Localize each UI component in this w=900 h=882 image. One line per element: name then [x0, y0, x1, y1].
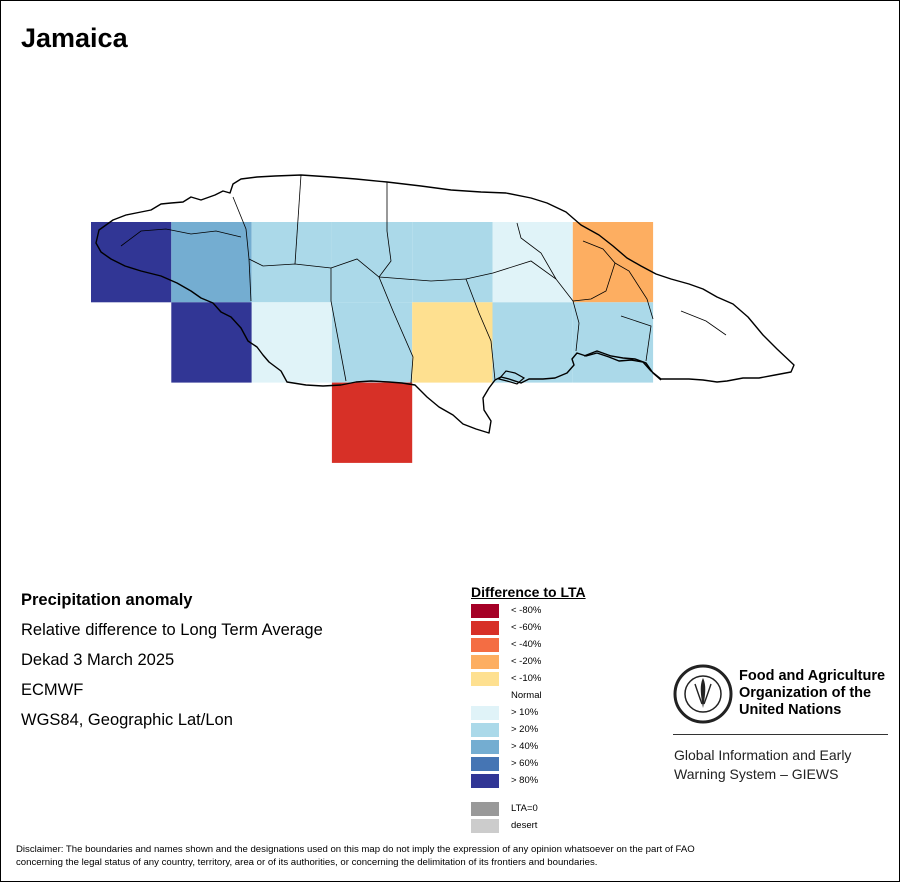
legend-swatch — [471, 621, 499, 635]
kingston-harbour — [497, 370, 526, 385]
legend-label: < -80% — [511, 605, 542, 616]
legend-label: LTA=0 — [511, 803, 538, 814]
legend-label: < -40% — [511, 639, 542, 650]
giews-name: Global Information and Early Warning Sys… — [674, 746, 894, 784]
legend-label: < -10% — [511, 673, 542, 684]
logo-divider — [673, 734, 888, 735]
fao-org-line2: Organization of the — [739, 685, 872, 701]
grid-cell — [171, 222, 252, 303]
disclaimer-line1: Disclaimer: The boundaries and names sho… — [16, 844, 695, 855]
legend-swatch — [471, 740, 499, 754]
legend-swatch — [471, 604, 499, 618]
grid-cell — [331, 222, 413, 303]
info-dekad: Dekad 3 March 2025 — [21, 651, 175, 669]
fao-org-line3: United Nations — [739, 702, 842, 718]
grid-cell — [412, 302, 493, 383]
legend-swatch — [471, 802, 499, 816]
legend-swatch — [471, 774, 499, 788]
legend-label: > 20% — [511, 724, 539, 735]
info-subtitle: Relative difference to Long Term Average — [21, 621, 323, 639]
legend-item: LTA=0 — [471, 802, 631, 816]
legend-item: > 40% — [471, 740, 631, 754]
legend-swatch — [471, 638, 499, 652]
legend-item: > 60% — [471, 757, 631, 771]
grid-cell — [171, 302, 252, 383]
fao-org-name: Food and Agriculture Organization of the… — [739, 668, 899, 719]
info-model: ECMWF — [21, 681, 84, 699]
grid-cell — [572, 302, 654, 383]
legend-swatch — [471, 672, 499, 686]
disclaimer: Disclaimer: The boundaries and names sho… — [16, 843, 886, 869]
info-projection: WGS84, Geographic Lat/Lon — [21, 711, 233, 729]
legend-item: Normal — [471, 689, 631, 703]
legend-item: > 20% — [471, 723, 631, 737]
grid-cell — [251, 222, 332, 303]
legend-swatch — [471, 757, 499, 771]
grid-cell — [492, 302, 573, 383]
legend-item: < -80% — [471, 604, 631, 618]
map-title: Jamaica — [21, 23, 128, 53]
disclaimer-line2: concerning the legal status of any count… — [16, 857, 598, 868]
blue-mountains-bay — [583, 350, 662, 381]
fao-emblem-icon — [673, 664, 733, 724]
parish-boundaries — [120, 174, 727, 384]
legend-label: > 40% — [511, 741, 539, 752]
legend-swatch — [471, 706, 499, 720]
giews-line1: Global Information and Early — [674, 747, 852, 763]
legend-item: < -40% — [471, 638, 631, 652]
info-title: Precipitation anomaly — [21, 591, 193, 609]
grid-cell — [331, 302, 413, 383]
legend-item: < -60% — [471, 621, 631, 635]
fao-org-line1: Food and Agriculture — [739, 668, 886, 684]
legend-item: > 80% — [471, 774, 631, 788]
legend-title: Difference to LTA — [471, 584, 586, 600]
grid-cell — [91, 222, 172, 303]
legend-label: desert — [511, 820, 538, 831]
legend-label: > 10% — [511, 707, 539, 718]
legend-swatch — [471, 723, 499, 737]
giews-line2: Warning System – GIEWS — [674, 766, 839, 782]
grid-cell — [572, 222, 654, 303]
legend-label: Normal — [511, 690, 542, 701]
anomaly-grid — [91, 222, 654, 463]
grid-cell — [331, 382, 413, 463]
legend-item: > 10% — [471, 706, 631, 720]
legend-swatch — [471, 819, 499, 833]
legend-label: < -20% — [511, 656, 542, 667]
grid-cell — [251, 302, 332, 383]
legend-label: < -60% — [511, 622, 542, 633]
legend-swatch — [471, 655, 499, 669]
legend-item: desert — [471, 819, 631, 833]
legend-label: > 60% — [511, 758, 539, 769]
legend-item: < -10% — [471, 672, 631, 686]
legend-item: < -20% — [471, 655, 631, 669]
grid-cell — [412, 222, 493, 303]
legend-label: > 80% — [511, 775, 539, 786]
